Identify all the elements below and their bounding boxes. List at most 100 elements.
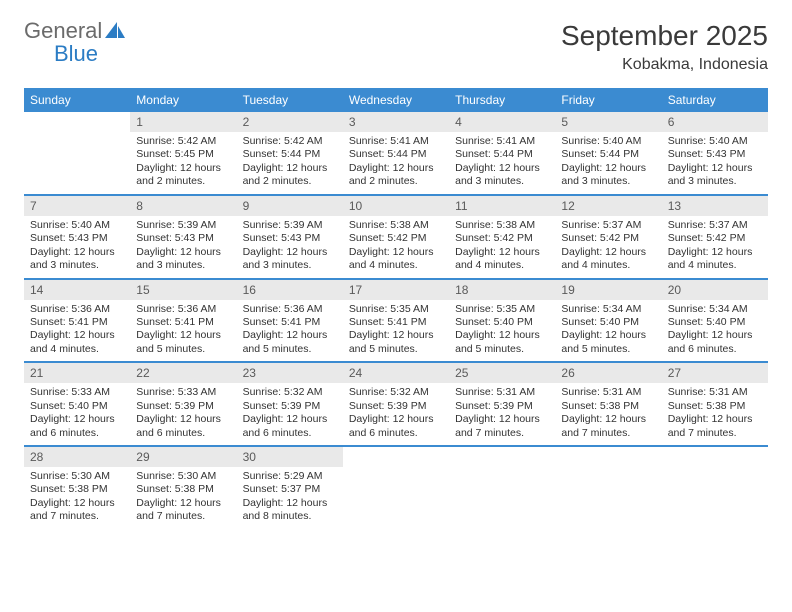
day-number: 14 [24,280,130,300]
calendar-cell: 18Sunrise: 5:35 AMSunset: 5:40 PMDayligh… [449,279,555,363]
sunrise-line: Sunrise: 5:39 AM [243,219,323,231]
daylight-line: Daylight: 12 hours and 3 minutes. [243,246,328,271]
sunset-line: Sunset: 5:41 PM [30,316,108,328]
daylight-line: Daylight: 12 hours and 7 minutes. [668,413,753,438]
logo: General Blue [24,20,127,66]
day-number: 6 [662,112,768,132]
day-number: 4 [449,112,555,132]
sunset-line: Sunset: 5:42 PM [349,232,427,244]
calendar-cell: 12Sunrise: 5:37 AMSunset: 5:42 PMDayligh… [555,195,661,279]
sunset-line: Sunset: 5:39 PM [349,400,427,412]
daylight-line: Daylight: 12 hours and 4 minutes. [455,246,540,271]
day-number: 25 [449,363,555,383]
sunset-line: Sunset: 5:43 PM [243,232,321,244]
calendar-table: SundayMondayTuesdayWednesdayThursdayFrid… [24,88,768,529]
sunrise-line: Sunrise: 5:33 AM [30,386,110,398]
sunrise-line: Sunrise: 5:38 AM [349,219,429,231]
sunset-line: Sunset: 5:45 PM [136,148,214,160]
sunset-line: Sunset: 5:39 PM [136,400,214,412]
sunset-line: Sunset: 5:44 PM [243,148,321,160]
sunset-line: Sunset: 5:41 PM [349,316,427,328]
sunrise-line: Sunrise: 5:31 AM [561,386,641,398]
calendar-cell [662,446,768,529]
day-number: 15 [130,280,236,300]
sunrise-line: Sunrise: 5:29 AM [243,470,323,482]
day-number: 1 [130,112,236,132]
calendar-cell: 9Sunrise: 5:39 AMSunset: 5:43 PMDaylight… [237,195,343,279]
sunset-line: Sunset: 5:44 PM [455,148,533,160]
daylight-line: Daylight: 12 hours and 7 minutes. [30,497,115,522]
daylight-line: Daylight: 12 hours and 7 minutes. [455,413,540,438]
day-content: Sunrise: 5:29 AMSunset: 5:37 PM Daylight:… [237,467,343,529]
day-content: Sunrise: 5:31 AMSunset: 5:38 PMDaylight:… [662,383,768,445]
sunset-line: Sunset: 5:38 PM [561,400,639,412]
calendar-cell: 14 Sunrise: 5:36 AMSunset: 5:41 PMDayligh… [24,279,130,363]
day-content: Sunrise: 5:38 AMSunset: 5:42 PMDaylight:… [343,216,449,278]
daylight-line: Daylight: 12 hours and 3 minutes. [668,162,753,187]
sunrise-line: Sunrise: 5:34 AM [668,303,748,315]
sunset-line: Sunset: 5:44 PM [349,148,427,160]
day-content: Sunrise: 5:40 AMSunset: 5:44 PMDaylight:… [555,132,661,194]
daylight-line: Daylight: 12 hours and 6 minutes. [136,413,221,438]
calendar-cell: 24Sunrise: 5:32 AMSunset: 5:39 PMDayligh… [343,362,449,446]
calendar-cell: 8Sunrise: 5:39 AMSunset: 5:43 PMDaylight… [130,195,236,279]
day-content: Sunrise: 5:35 AMSunset: 5:41 PMDaylight:… [343,300,449,362]
calendar-cell: 6Sunrise: 5:40 AMSunset: 5:43 PMDaylight… [662,112,768,195]
sunset-line: Sunset: 5:40 PM [455,316,533,328]
day-content: Sunrise: 5:36 AMSunset: 5:41 PMDaylight:… [237,300,343,362]
calendar-cell [24,112,130,195]
sunrise-line: Sunrise: 5:37 AM [561,219,641,231]
sunrise-line: Sunrise: 5:36 AM [30,303,110,315]
calendar-cell: 7Sunrise: 5:40 AMSunset: 5:43 PMDaylight… [24,195,130,279]
calendar-cell: 20Sunrise: 5:34 AMSunset: 5:40 PMDayligh… [662,279,768,363]
day-number: 18 [449,280,555,300]
sunrise-line: Sunrise: 5:35 AM [455,303,535,315]
daylight-line: Daylight: 12 hours and 7 minutes. [136,497,221,522]
daylight-line: Daylight: 12 hours and 4 minutes. [561,246,646,271]
day-number: 29 [130,447,236,467]
day-content: Sunrise: 5:32 AMSunset: 5:39 PMDaylight:… [237,383,343,445]
logo-word-blue: Blue [24,41,98,66]
location-label: Kobakma, Indonesia [561,56,768,74]
calendar-cell: 23Sunrise: 5:32 AMSunset: 5:39 PMDayligh… [237,362,343,446]
title-block: September 2025 Kobakma, Indonesia [561,20,768,74]
day-number: 17 [343,280,449,300]
day-content: Sunrise: 5:35 AMSunset: 5:40 PMDaylight:… [449,300,555,362]
daylight-line: Daylight: 12 hours and 5 minutes. [455,329,540,354]
calendar-cell: 10Sunrise: 5:38 AMSunset: 5:42 PMDayligh… [343,195,449,279]
sunset-line: Sunset: 5:38 PM [136,483,214,495]
calendar-cell: 26Sunrise: 5:31 AMSunset: 5:38 PMDayligh… [555,362,661,446]
day-number: 11 [449,196,555,216]
day-content: Sunrise: 5:42 AMSunset: 5:44 PMDaylight:… [237,132,343,194]
sunrise-line: Sunrise: 5:36 AM [243,303,323,315]
sunrise-line: Sunrise: 5:31 AM [455,386,535,398]
day-number: 8 [130,196,236,216]
daylight-line: Daylight: 12 hours and 5 minutes. [561,329,646,354]
day-number-empty [343,447,449,467]
sunset-line: Sunset: 5:40 PM [561,316,639,328]
sunrise-line: Sunrise: 5:34 AM [561,303,641,315]
calendar-cell: 30Sunrise: 5:29 AMSunset: 5:37 PMDayligh… [237,446,343,529]
daylight-line: Daylight: 12 hours and 8 minutes. [243,497,328,522]
day-content: Sunrise: 5:32 AMSunset: 5:39 PMDaylight:… [343,383,449,445]
day-number: 23 [237,363,343,383]
sunset-line: Sunset: 5:40 PM [30,400,108,412]
sunrise-line: Sunrise: 5:42 AM [136,135,216,147]
day-content: Sunrise: 5:37 AMSunset: 5:42 PMDaylight:… [555,216,661,278]
day-header: Saturday [662,88,768,112]
calendar-row: 21Sunrise: 5:33 AMSunset: 5:40 PMDayligh… [24,362,768,446]
sunset-line: Sunset: 5:38 PM [668,400,746,412]
calendar-cell: 1Sunrise: 5:42 AMSunset: 5:45 PMDaylight… [130,112,236,195]
logo-sail-icon [103,20,127,42]
day-content: Sunrise: 5:31 AMSunset: 5:38 PMDaylight:… [555,383,661,445]
day-content: Sunrise: 5:34 AMSunset: 5:40 PMDaylight:… [555,300,661,362]
day-header: Sunday [24,88,130,112]
sunrise-line: Sunrise: 5:41 AM [455,135,535,147]
daylight-line: Daylight: 12 hours and 5 minutes. [349,329,434,354]
header: General Blue September 2025 Kobakma, Ind… [24,20,768,74]
sunset-line: Sunset: 5:37 PM [243,483,321,495]
daylight-line: Daylight: 12 hours and 4 minutes. [668,246,753,271]
daylight-line: Daylight: 12 hours and 4 minutes. [30,329,115,354]
sunset-line: Sunset: 5:42 PM [668,232,746,244]
day-number: 5 [555,112,661,132]
